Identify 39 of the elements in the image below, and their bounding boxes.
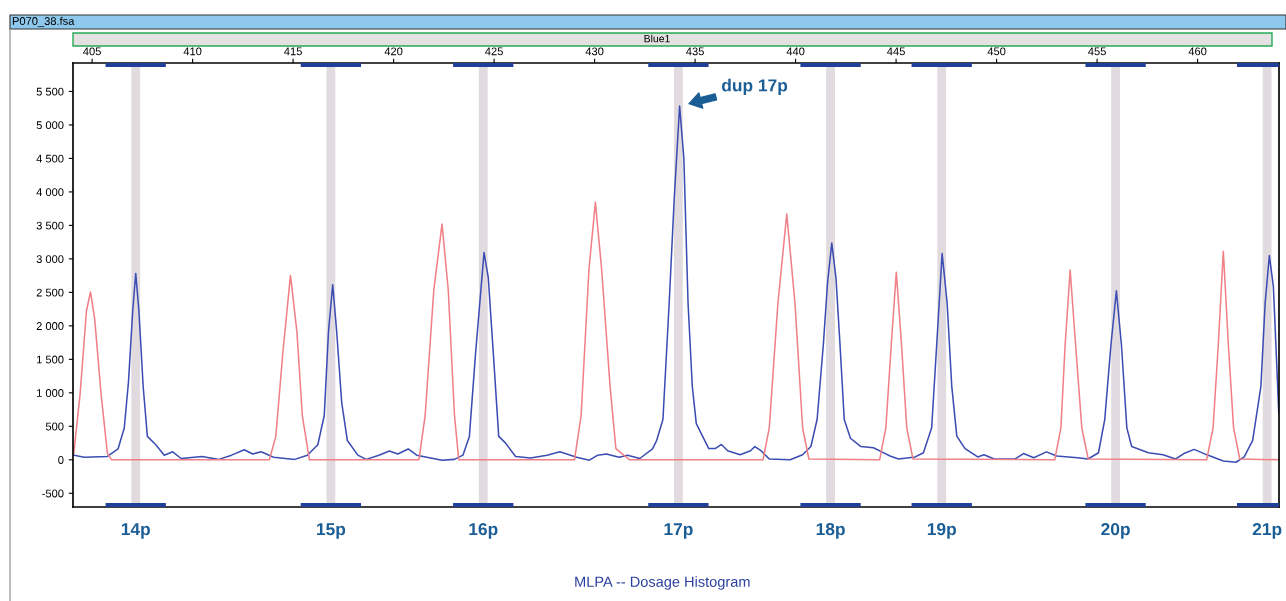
line-series	[73, 201, 1279, 461]
x-tick-label: 435	[686, 47, 704, 56]
chart-title: P070_38.fsa	[12, 16, 75, 28]
chart-subtitle: Blue1	[644, 34, 670, 43]
y-tick-label: 2 000	[36, 322, 64, 330]
x-tick-label: 405	[83, 47, 101, 56]
y-tick-label: 1 500	[37, 355, 64, 364]
band-label: 20p	[1101, 523, 1130, 539]
x-tick-label: 460	[1188, 47, 1207, 56]
band-label: 21p	[1252, 523, 1282, 539]
text: MLPA -- Dosage Histogram	[575, 576, 750, 590]
band-label: 15p	[317, 523, 346, 539]
band-label: 19p	[927, 523, 956, 539]
y-tick-label: 3 500	[36, 221, 64, 230]
y-tick-label: 5 000	[36, 121, 64, 130]
y-tick-label: 500	[45, 422, 64, 431]
x-tick-label: 420	[384, 47, 403, 56]
y-tick-label: 1 000	[37, 389, 64, 397]
y-tick-label: 3 000	[36, 255, 64, 264]
y-tick-label: 0	[58, 456, 64, 464]
band-label: 14p	[121, 523, 150, 539]
line-series	[73, 105, 1279, 464]
x-tick-label: 410	[183, 47, 202, 56]
x-tick-label: 415	[284, 47, 302, 56]
band-label: 18p	[816, 523, 845, 539]
y-tick-label: 4 500	[36, 154, 64, 163]
band-label: 17p	[664, 523, 693, 539]
annotation: dup 17p	[722, 78, 788, 95]
y-tick-label: 5 500	[36, 87, 64, 96]
y-tick-label: -500	[42, 489, 64, 498]
x-tick-label: 450	[987, 47, 1006, 56]
x-tick-label: 440	[786, 47, 805, 56]
x-tick-label: 425	[485, 47, 503, 56]
y-tick-label: 2 500	[36, 288, 64, 297]
y-tick-label: 4 000	[36, 188, 64, 197]
x-tick-label: 445	[887, 47, 905, 56]
band-label: 16p	[469, 523, 498, 539]
x-tick-label: 430	[585, 47, 604, 56]
x-tick-label: 455	[1088, 47, 1106, 56]
